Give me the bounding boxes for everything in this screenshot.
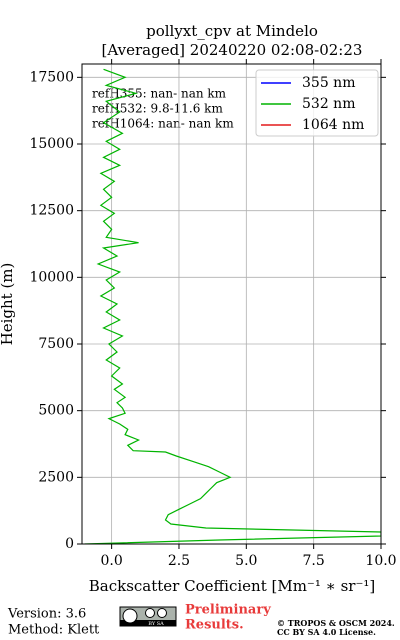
chart-subtitle: [Averaged] 20240220 02:08-02:23 xyxy=(102,41,363,59)
y-tick-label: 15000 xyxy=(29,136,74,152)
y-tick-label: 7500 xyxy=(38,336,74,352)
version: Version: 3.6 xyxy=(7,607,86,622)
copyright: © TROPOS & OSCM 2024. xyxy=(277,618,395,628)
plot-lines xyxy=(84,68,381,544)
annotation: refH355: nan- nan km xyxy=(92,87,227,101)
y-tick-label: 2500 xyxy=(38,469,74,485)
y-tick-label: 12500 xyxy=(29,203,74,219)
annotation: refH1064: nan- nan km xyxy=(92,117,234,131)
y-tick-label: 10000 xyxy=(29,269,74,285)
legend-label: 1064 nm xyxy=(302,117,364,133)
x-tick-label: 0.0 xyxy=(100,553,122,569)
cc-badge-text: BY SA xyxy=(148,621,164,627)
profile-line xyxy=(84,68,381,544)
chart-title: pollyxt_cpv at Mindelo xyxy=(146,22,318,40)
y-tick-label: 17500 xyxy=(29,69,74,85)
x-tick-label: 5.0 xyxy=(235,553,257,569)
cc-badge: BY SA xyxy=(119,606,177,627)
legend-label: 355 nm xyxy=(302,75,355,91)
x-tick-label: 2.5 xyxy=(168,553,190,569)
y-tick-label: 5000 xyxy=(38,403,74,419)
x-axis-label: Backscatter Coefficient [Mm⁻¹ ∗ sr⁻¹] xyxy=(89,577,376,595)
x-tick-label: 10.0 xyxy=(365,553,396,569)
notice: Results. xyxy=(185,618,244,633)
y-tick-label: 0 xyxy=(65,536,74,552)
legend-label: 532 nm xyxy=(302,96,355,112)
method: Method: Klett xyxy=(8,623,100,638)
y-axis-label: Height (m) xyxy=(0,263,16,346)
plot-frame xyxy=(81,63,382,545)
legend-box xyxy=(255,69,379,137)
copyright: CC BY SA 4.0 License. xyxy=(277,627,376,637)
annotation: refH532: 9.8-11.6 km xyxy=(92,102,223,116)
x-tick-label: 7.5 xyxy=(303,553,325,569)
notice: Preliminary xyxy=(185,603,271,618)
